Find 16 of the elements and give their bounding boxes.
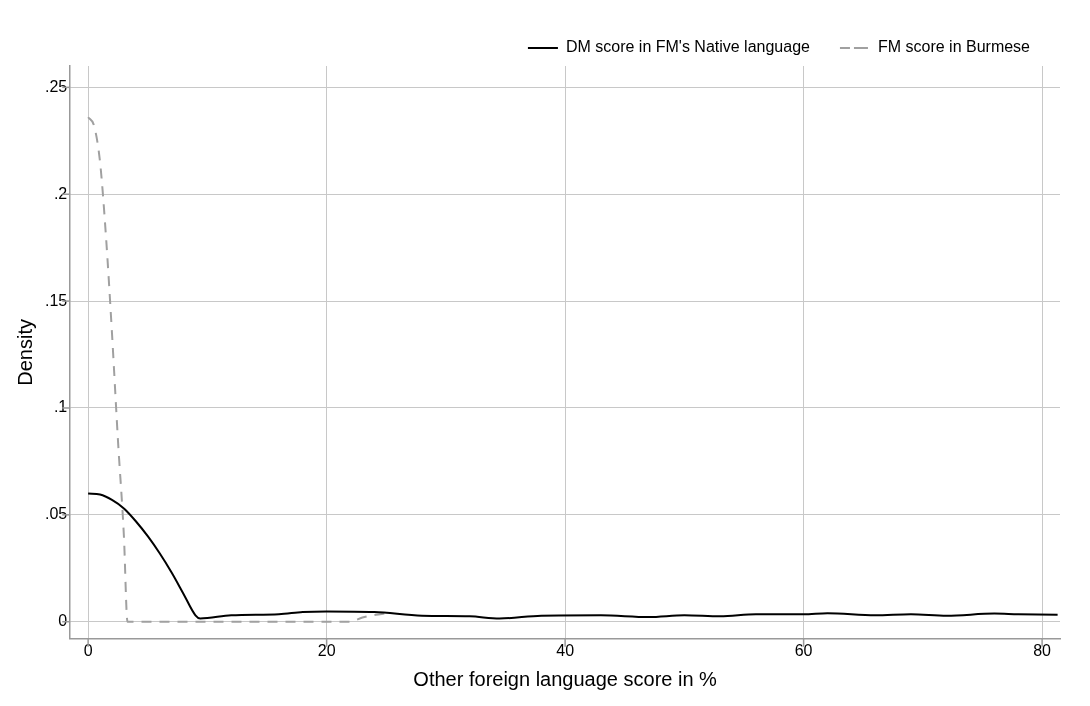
y-tick-label: .2 (53, 184, 68, 202)
y-tick-label: .15 (44, 291, 68, 309)
x-tick-label: 60 (794, 641, 813, 659)
legend-label: DM score in FM's Native language (565, 38, 811, 56)
y-axis-title: Density (13, 319, 36, 386)
y-tick-label: 0 (58, 612, 68, 630)
x-axis-title: Other foreign language score in % (413, 667, 718, 690)
x-tick-label: 0 (83, 641, 93, 659)
y-tick-label: .1 (53, 398, 68, 416)
y-tick-label: .25 (44, 77, 68, 95)
legend-label: FM score in Burmese (877, 38, 1031, 56)
y-tick-label: .05 (44, 505, 68, 523)
x-tick-label: 80 (1033, 641, 1052, 659)
line-series (87, 492, 1059, 620)
x-tick-label: 20 (317, 641, 336, 659)
x-tick-label: 40 (556, 641, 575, 659)
